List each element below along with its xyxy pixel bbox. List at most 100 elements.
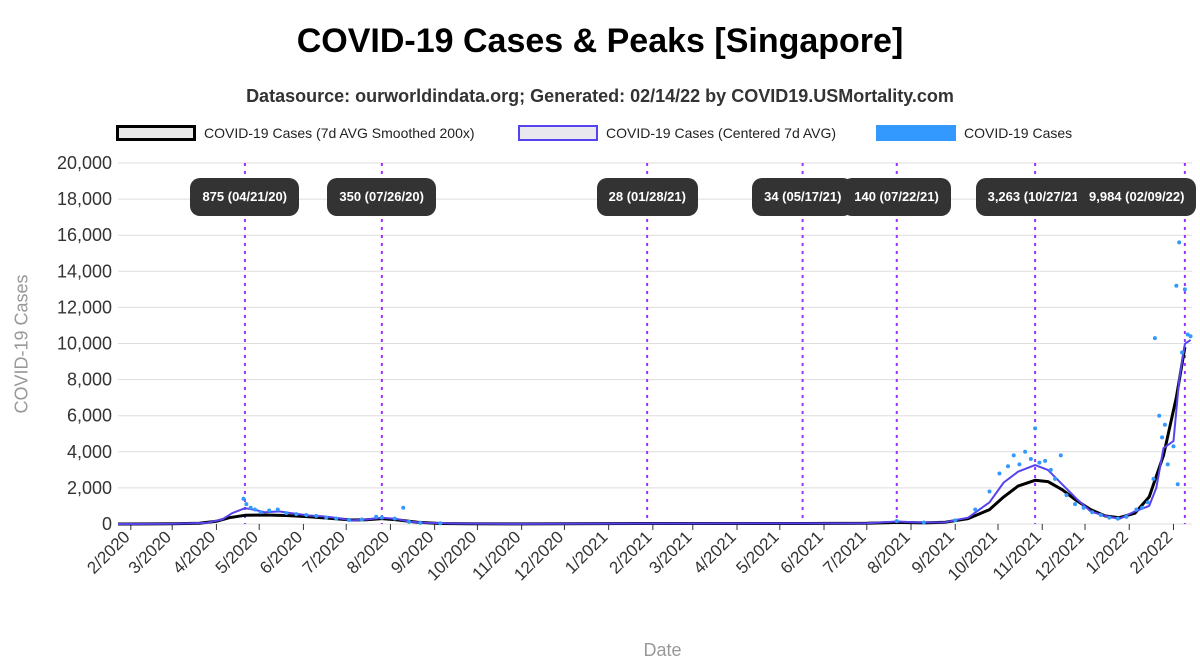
case-point xyxy=(921,520,926,525)
case-point xyxy=(1160,435,1165,440)
chart-subtitle: Datasource: ourworldindata.org; Generate… xyxy=(246,86,954,106)
y-tick-label: 2,000 xyxy=(67,478,112,498)
case-point xyxy=(1165,462,1170,467)
case-point xyxy=(406,519,411,524)
legend-swatch-centered-avg xyxy=(518,125,598,141)
smoothed-avg-line xyxy=(117,346,1187,526)
case-point xyxy=(1124,514,1129,519)
y-tick-label: 12,000 xyxy=(57,297,112,317)
case-point xyxy=(1023,449,1028,454)
case-point xyxy=(1177,240,1182,245)
peak-label: 350 (07/26/20) xyxy=(327,178,436,216)
x-axis-label: Date xyxy=(643,640,682,660)
legend-item-smoothed[interactable]: COVID-19 Cases (7d AVG Smoothed 200x) xyxy=(116,125,475,141)
centered-avg-line xyxy=(117,339,1192,525)
legend-item-centered-avg[interactable]: COVID-19 Cases (Centered 7d AVG) xyxy=(518,125,836,141)
case-point xyxy=(418,520,423,525)
case-point xyxy=(1090,510,1095,515)
peak-label: 140 (07/22/21) xyxy=(842,178,951,216)
x-tick-label: 3/2021 xyxy=(645,527,695,577)
case-point xyxy=(1171,444,1176,449)
chart-title: COVID-19 Cases & Peaks [Singapore] xyxy=(296,22,904,60)
case-point xyxy=(241,496,246,501)
case-point xyxy=(1145,500,1150,505)
case-point xyxy=(359,517,364,522)
x-tick-label: 2/2020 xyxy=(83,527,133,577)
case-point xyxy=(1033,426,1038,431)
x-tick-label: 1/2021 xyxy=(561,527,611,577)
case-point xyxy=(953,518,958,523)
case-point xyxy=(1081,505,1086,510)
case-point xyxy=(1073,502,1078,507)
case-point xyxy=(304,512,309,517)
legend-swatch-cases xyxy=(876,125,956,141)
case-point xyxy=(1058,453,1063,458)
y-tick-label: 10,000 xyxy=(57,334,112,354)
case-point xyxy=(1182,287,1187,292)
peak-label: 875 (04/21/20) xyxy=(190,178,300,216)
chart-legend: COVID-19 Cases (7d AVG Smoothed 200x) CO… xyxy=(0,125,1200,147)
case-point xyxy=(334,516,339,521)
x-tick-label: 1/2022 xyxy=(1082,527,1132,577)
x-tick-label: 2/2021 xyxy=(605,527,655,577)
case-point xyxy=(1151,476,1156,481)
case-point xyxy=(1140,505,1145,510)
y-tick-label: 16,000 xyxy=(57,225,112,245)
case-point xyxy=(1174,283,1179,288)
case-point xyxy=(997,471,1002,476)
case-point xyxy=(392,516,397,521)
case-point xyxy=(438,521,443,526)
peak-label: 34 (05/17/21) xyxy=(752,178,854,216)
case-point xyxy=(1107,515,1112,520)
case-point xyxy=(894,519,899,524)
case-point xyxy=(1043,458,1048,463)
y-tick-label: 18,000 xyxy=(57,189,112,209)
case-point xyxy=(1185,332,1190,337)
x-tick-label: 4/2021 xyxy=(690,527,740,577)
case-point xyxy=(1037,460,1042,465)
case-point xyxy=(1028,457,1033,462)
legend-label-cases: COVID-19 Cases xyxy=(964,125,1073,141)
case-point xyxy=(973,507,978,512)
x-tick-label: 5/2020 xyxy=(212,527,262,577)
case-point xyxy=(401,505,406,510)
x-tick-label: 8/2021 xyxy=(864,527,914,577)
legend-item-cases[interactable]: COVID-19 Cases xyxy=(876,125,1072,141)
case-point xyxy=(314,513,319,518)
case-point xyxy=(1011,453,1016,458)
case-point xyxy=(1064,493,1069,498)
y-tick-label: 0 xyxy=(102,514,112,534)
x-tick-label: 3/2020 xyxy=(125,527,175,577)
case-point xyxy=(1180,350,1185,355)
x-tick-label: 6/2021 xyxy=(777,527,827,577)
case-point xyxy=(374,514,379,519)
x-tick-label: 5/2021 xyxy=(732,527,782,577)
x-tick-label: 7/2020 xyxy=(299,527,349,577)
case-point xyxy=(1175,482,1180,487)
case-point xyxy=(1162,422,1167,427)
case-point xyxy=(1152,336,1157,341)
case-point xyxy=(284,511,289,516)
case-point xyxy=(248,505,253,510)
case-point xyxy=(252,507,257,512)
peak-label: 28 (01/28/21) xyxy=(596,178,698,216)
case-point xyxy=(1115,516,1120,521)
case-point xyxy=(379,515,384,520)
case-point xyxy=(244,502,249,507)
case-point xyxy=(1188,334,1193,339)
case-point xyxy=(294,512,299,517)
case-point xyxy=(1048,467,1053,472)
case-point xyxy=(1098,512,1103,517)
case-point xyxy=(1017,462,1022,467)
legend-swatch-smoothed xyxy=(116,125,196,141)
y-axis-label: COVID-19 Cases xyxy=(11,274,32,414)
x-tick-label: 6/2020 xyxy=(256,527,306,577)
x-tick-label: 4/2020 xyxy=(169,527,219,577)
case-point xyxy=(324,515,329,520)
case-point xyxy=(1053,476,1058,481)
legend-label-centered-avg: COVID-19 Cases (Centered 7d AVG) xyxy=(606,125,837,141)
case-point xyxy=(258,510,263,515)
y-tick-label: 6,000 xyxy=(67,406,112,426)
y-tick-label: 20,000 xyxy=(57,153,112,173)
